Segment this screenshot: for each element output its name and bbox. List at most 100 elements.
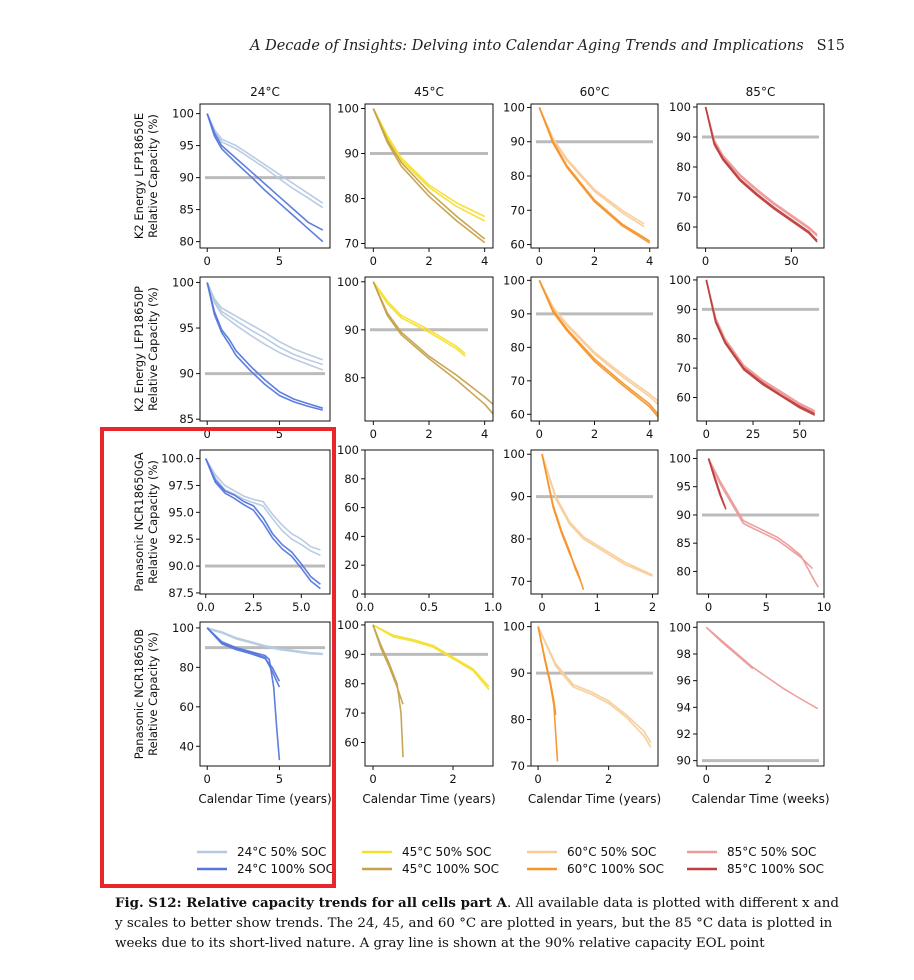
x-tick-label: 0 — [534, 772, 541, 786]
x-tick-label: 2 — [605, 772, 612, 786]
x-tick-label: 5 — [276, 254, 283, 268]
x-tick-label: 0 — [370, 427, 377, 441]
y-tick-label: 80 — [510, 169, 525, 183]
y-tick-label: 90 — [510, 307, 525, 321]
series-line-45_100 — [372, 281, 494, 405]
panel-frame — [364, 449, 494, 595]
x-tick-label: 2 — [425, 254, 432, 268]
series-line-60_100 — [541, 454, 585, 591]
x-axis-label: Calendar Time (years) — [528, 792, 661, 806]
y-tick-label: 100 — [503, 273, 525, 287]
y-tick-label: 95 — [179, 139, 194, 153]
y-tick-label: 80 — [344, 472, 359, 486]
y-tick-label: 100 — [503, 100, 525, 114]
y-tick-label: 100 — [172, 107, 194, 121]
y-tick-label: 60 — [676, 220, 691, 234]
x-axis-label: Calendar Time (years) — [362, 792, 495, 806]
y-tick-label: 90 — [344, 323, 359, 337]
x-tick-label: 4 — [646, 254, 653, 268]
x-tick-label: 4 — [481, 427, 488, 441]
series-line-60_100 — [538, 107, 651, 244]
y-tick-label: 90 — [344, 647, 359, 661]
series-line-60_100 — [538, 107, 651, 242]
series-line-85_50 — [704, 106, 818, 237]
panel-frame — [530, 103, 659, 249]
row-label-sub: Relative Capacity (%) — [146, 460, 160, 584]
y-tick-label: 85 — [179, 412, 194, 426]
legend-label: 85°C 100% SOC — [727, 862, 824, 876]
series-line-45_50 — [372, 108, 486, 218]
x-tick-label: 10 — [817, 600, 832, 614]
series-line-24_100 — [206, 282, 324, 409]
panel-frame — [696, 103, 825, 249]
y-tick-label: 80 — [344, 677, 359, 691]
series-line-24_50 — [206, 282, 324, 366]
caption-bold-text: : Relative capacity trends for all cells… — [176, 895, 507, 911]
y-tick-label: 90 — [179, 367, 194, 381]
x-tick-label: 0.5 — [420, 600, 438, 614]
series-line-85_100 — [705, 279, 816, 416]
panel-frame — [696, 621, 825, 767]
series-line-45_50 — [372, 624, 490, 691]
y-tick-label: 100 — [503, 620, 525, 634]
y-tick-label: 100 — [172, 275, 194, 289]
y-tick-label: 40 — [179, 739, 194, 753]
legend-label: 60°C 50% SOC — [567, 845, 656, 859]
y-tick-label: 60 — [510, 238, 525, 252]
y-tick-label: 90 — [510, 666, 525, 680]
series-line-85_50 — [705, 626, 754, 670]
y-tick-label: 90 — [676, 754, 691, 768]
y-tick-label: 90 — [676, 508, 691, 522]
legend-label: 24°C 100% SOC — [237, 862, 334, 876]
x-tick-label: 0 — [536, 427, 543, 441]
y-tick-label: 92.5 — [168, 532, 194, 546]
x-tick-label: 2 — [649, 600, 656, 614]
y-tick-label: 70 — [510, 759, 525, 773]
y-tick-label: 70 — [344, 706, 359, 720]
caption-text: . All available data is plotted with dif… — [115, 896, 839, 951]
y-tick-label: 90 — [510, 490, 525, 504]
y-tick-label: 80 — [510, 713, 525, 727]
x-tick-label: 0.0 — [197, 600, 215, 614]
page-number: S15 — [816, 38, 845, 54]
panel-frame — [199, 449, 331, 595]
x-tick-label: 5 — [763, 600, 770, 614]
x-tick-label: 25 — [746, 427, 761, 441]
series-line-60_100 — [538, 279, 659, 415]
y-tick-label: 85 — [179, 203, 194, 217]
series-line-85_50 — [704, 106, 818, 236]
y-tick-label: 100 — [669, 100, 691, 114]
x-tick-label: 2 — [425, 427, 432, 441]
y-tick-label: 60 — [344, 501, 359, 515]
y-tick-label: 100.0 — [161, 452, 194, 466]
series-line-45_50 — [372, 281, 466, 355]
y-tick-label: 80 — [344, 192, 359, 206]
x-tick-label: 50 — [792, 427, 807, 441]
column-title: 24°C — [250, 85, 280, 99]
series-line-24_100 — [206, 113, 324, 243]
series-line-85_50 — [705, 279, 816, 412]
series-line-24_100 — [206, 627, 281, 682]
series-line-24_100 — [206, 113, 324, 231]
x-tick-label: 4 — [646, 427, 653, 441]
series-line-24_50 — [206, 282, 324, 371]
x-tick-label: 0 — [705, 600, 712, 614]
x-tick-label: 1 — [594, 600, 601, 614]
y-tick-label: 97.5 — [168, 478, 194, 492]
y-tick-label: 70 — [510, 574, 525, 588]
legend-label: 45°C 100% SOC — [402, 862, 499, 876]
y-tick-label: 80 — [344, 371, 359, 385]
x-tick-label: 0 — [369, 772, 376, 786]
header-title: A Decade of Insights: Delving into Calen… — [250, 38, 804, 54]
x-tick-label: 0 — [536, 254, 543, 268]
y-tick-label: 70 — [510, 374, 525, 388]
series-line-60_50 — [538, 107, 645, 225]
series-line-24_50 — [206, 282, 324, 361]
y-tick-label: 87.5 — [168, 586, 194, 600]
x-tick-label: 4 — [481, 254, 488, 268]
series-line-45_50 — [372, 281, 466, 357]
series-line-24_50 — [206, 113, 324, 204]
y-tick-label: 94 — [676, 700, 691, 714]
series-line-60_100 — [537, 626, 559, 762]
column-title: 85°C — [746, 85, 776, 99]
